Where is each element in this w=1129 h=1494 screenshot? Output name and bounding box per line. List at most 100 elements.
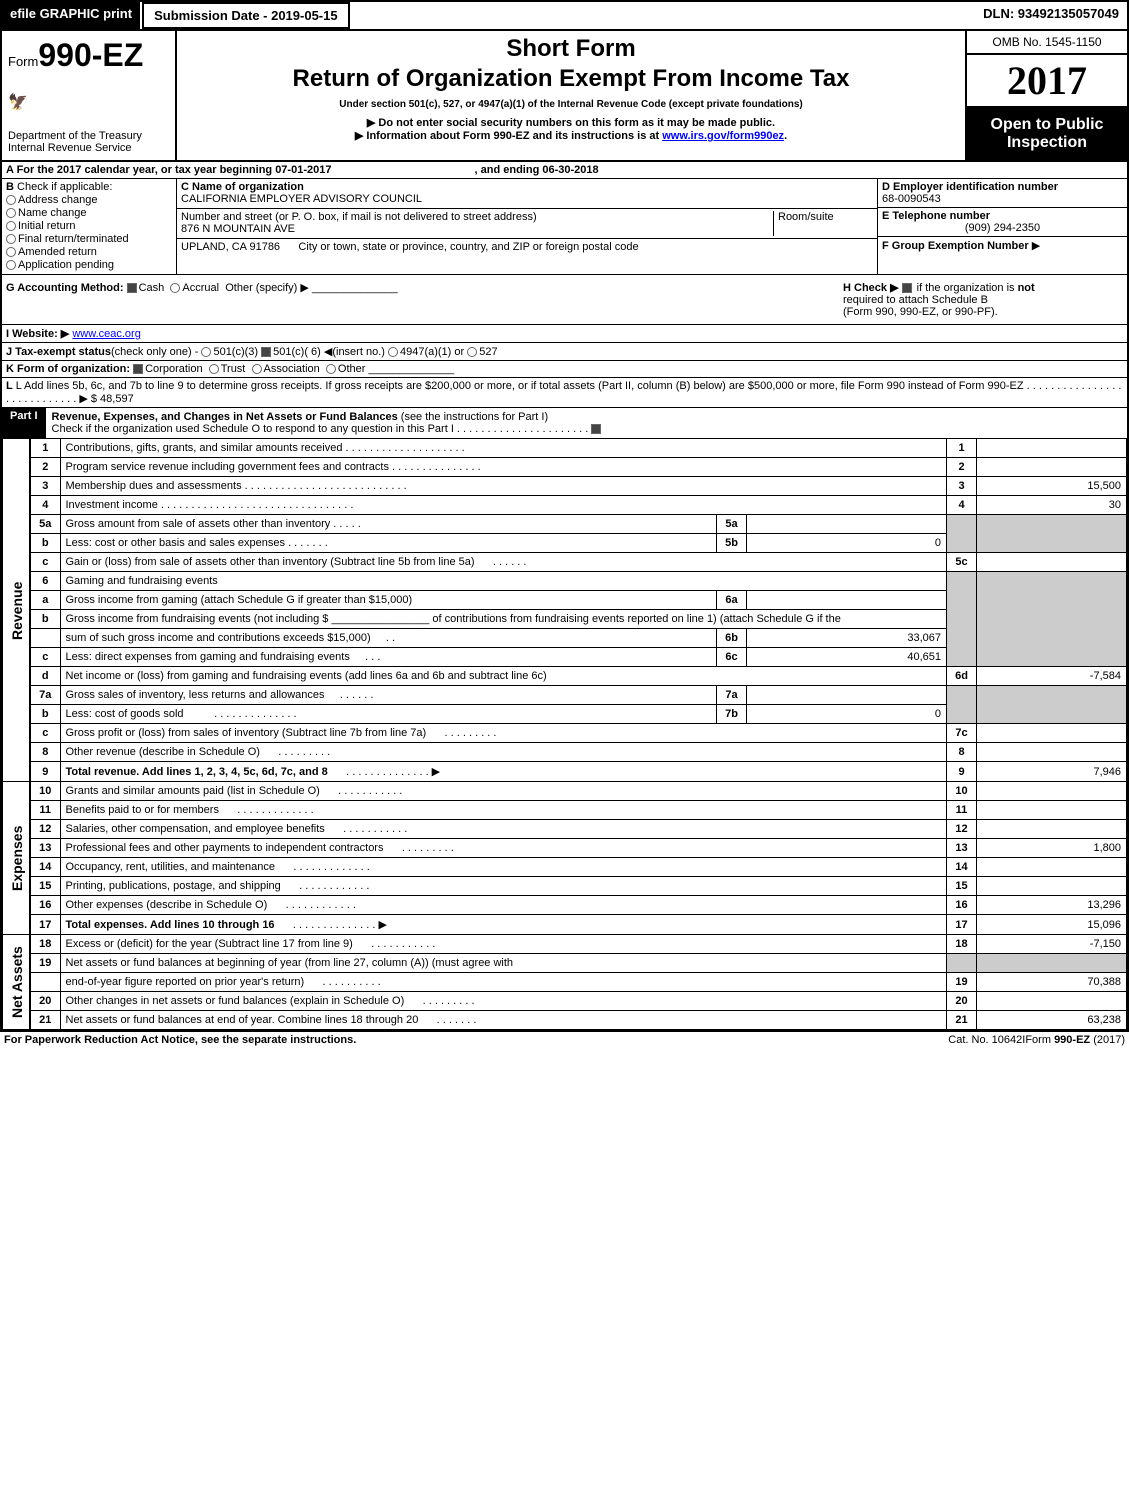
i-label: I Website: ▶ [6, 328, 69, 340]
addr-val: 876 N MOUNTAIN AVE [181, 223, 295, 235]
chk-final-return[interactable] [6, 234, 16, 244]
chk-501c3[interactable] [201, 347, 211, 357]
org-name: CALIFORNIA EMPLOYER ADVISORY COUNCIL [181, 193, 422, 205]
lbl-other-org: Other [338, 363, 366, 375]
part1-header: Part I Revenue, Expenses, and Changes in… [2, 407, 1127, 438]
r10-num: 10 [30, 782, 60, 801]
r15-num: 15 [30, 877, 60, 896]
r6-num: 6 [30, 572, 60, 591]
r6b-sn: 6b [717, 629, 747, 648]
section-b-mid: C Name of organization CALIFORNIA EMPLOY… [177, 179, 877, 274]
line-g: G Accounting Method: Cash Accrual Other … [2, 275, 1127, 325]
form-990ez: efile GRAPHIC print Submission Date - 20… [0, 0, 1129, 1032]
r18-desc: Excess or (deficit) for the year (Subtra… [66, 938, 353, 950]
chk-name-change[interactable] [6, 208, 16, 218]
r13-num: 13 [30, 839, 60, 858]
short-form: Short Form [181, 35, 961, 63]
lbl-application-pending: Application pending [18, 259, 114, 271]
r20-num: 20 [30, 992, 60, 1011]
form-number: Form990-EZ [8, 37, 169, 74]
chk-other-org[interactable] [326, 364, 336, 374]
department: Department of the Treasury Internal Reve… [8, 130, 169, 154]
r11-ln: 11 [947, 801, 977, 820]
addr-label: Number and street (or P. O. box, if mail… [181, 211, 537, 223]
lines-table: Revenue 1 Contributions, gifts, grants, … [2, 438, 1127, 1030]
r6b-desc: Gross income from fundraising events (no… [66, 613, 841, 625]
chk-h[interactable] [902, 283, 912, 293]
footer: For Paperwork Reduction Act Notice, see … [0, 1032, 1129, 1048]
dept-line1: Department of the Treasury [8, 130, 169, 142]
chk-address-change[interactable] [6, 195, 16, 205]
r19b-desc: end-of-year figure reported on prior yea… [66, 976, 305, 988]
chk-501c[interactable] [261, 347, 271, 357]
line-a: A For the 2017 calendar year, or tax yea… [2, 160, 1127, 179]
lbl-address-change: Address change [18, 194, 98, 206]
chk-trust[interactable] [209, 364, 219, 374]
r17-ln: 17 [947, 915, 977, 935]
r13-ln: 13 [947, 839, 977, 858]
header-right: OMB No. 1545-1150 2017 Open to Public In… [967, 31, 1127, 160]
r9-val: 7,946 [977, 762, 1127, 782]
chk-cash[interactable] [127, 283, 137, 293]
chk-application-pending[interactable] [6, 260, 16, 270]
lbl-527: 527 [479, 346, 497, 358]
r3-num: 3 [30, 477, 60, 496]
chk-assoc[interactable] [252, 364, 262, 374]
r16-desc: Other expenses (describe in Schedule O) [66, 899, 268, 911]
r21-val: 63,238 [977, 1011, 1127, 1030]
chk-527[interactable] [467, 347, 477, 357]
website-link[interactable]: www.ceac.org [72, 328, 140, 340]
r6a-desc: Gross income from gaming (attach Schedul… [66, 594, 413, 606]
r21-num: 21 [30, 1011, 60, 1030]
r7b-num: b [30, 705, 60, 724]
line-k: K Form of organization: Corporation Trus… [2, 361, 1127, 378]
r12-num: 12 [30, 820, 60, 839]
r18-val: -7,150 [977, 935, 1127, 954]
r20-val [977, 992, 1127, 1011]
form-prefix: Form [8, 54, 38, 69]
r5b-desc: Less: cost or other basis and sales expe… [66, 537, 286, 549]
part1-check: Check if the organization used Schedule … [52, 423, 454, 435]
side-revenue: Revenue [3, 439, 31, 782]
chk-corp[interactable] [133, 364, 143, 374]
r2-num: 2 [30, 458, 60, 477]
lbl-name-change: Name change [18, 207, 87, 219]
r7b-desc: Less: cost of goods sold [66, 708, 184, 720]
side-netassets: Net Assets [3, 935, 31, 1030]
chk-accrual[interactable] [170, 283, 180, 293]
lbl-trust: Trust [221, 363, 246, 375]
r7a-sv [747, 686, 947, 705]
r21-ln: 21 [947, 1011, 977, 1030]
chk-initial-return[interactable] [6, 221, 16, 231]
r7c-desc: Gross profit or (loss) from sales of inv… [66, 727, 427, 739]
irs-link[interactable]: www.irs.gov/form990ez [662, 130, 784, 142]
r2-val [977, 458, 1127, 477]
lbl-amended-return: Amended return [18, 246, 97, 258]
r4-ln: 4 [947, 496, 977, 515]
l-amount: ▶ $ 48,597 [79, 393, 133, 405]
side-expenses: Expenses [3, 782, 31, 935]
r7a-sn: 7a [717, 686, 747, 705]
r20-desc: Other changes in net assets or fund bala… [66, 995, 405, 1007]
form-title: Return of Organization Exempt From Incom… [181, 65, 961, 93]
chk-4947[interactable] [388, 347, 398, 357]
chk-amended-return[interactable] [6, 247, 16, 257]
r7a-desc: Gross sales of inventory, less returns a… [66, 689, 325, 701]
r5b-sv: 0 [747, 534, 947, 553]
r6d-ln: 6d [947, 667, 977, 686]
r10-ln: 10 [947, 782, 977, 801]
lbl-accrual: Accrual [182, 282, 219, 294]
line-a-end: , and ending 06-30-2018 [475, 164, 599, 176]
r14-num: 14 [30, 858, 60, 877]
r3-desc: Membership dues and assessments [66, 480, 242, 492]
check-applicable: Check if applicable: [17, 181, 112, 193]
arrow-2: ▶ Information about Form 990-EZ and its … [181, 129, 961, 142]
r11-val [977, 801, 1127, 820]
r16-val: 13,296 [977, 896, 1127, 915]
lbl-other: Other (specify) ▶ [225, 282, 309, 294]
chk-schedule-o[interactable] [591, 424, 601, 434]
r5a-sv [747, 515, 947, 534]
header-mid: Short Form Return of Organization Exempt… [177, 31, 967, 160]
section-b: B Check if applicable: Address change Na… [2, 179, 1127, 275]
r19-val: 70,388 [977, 973, 1127, 992]
